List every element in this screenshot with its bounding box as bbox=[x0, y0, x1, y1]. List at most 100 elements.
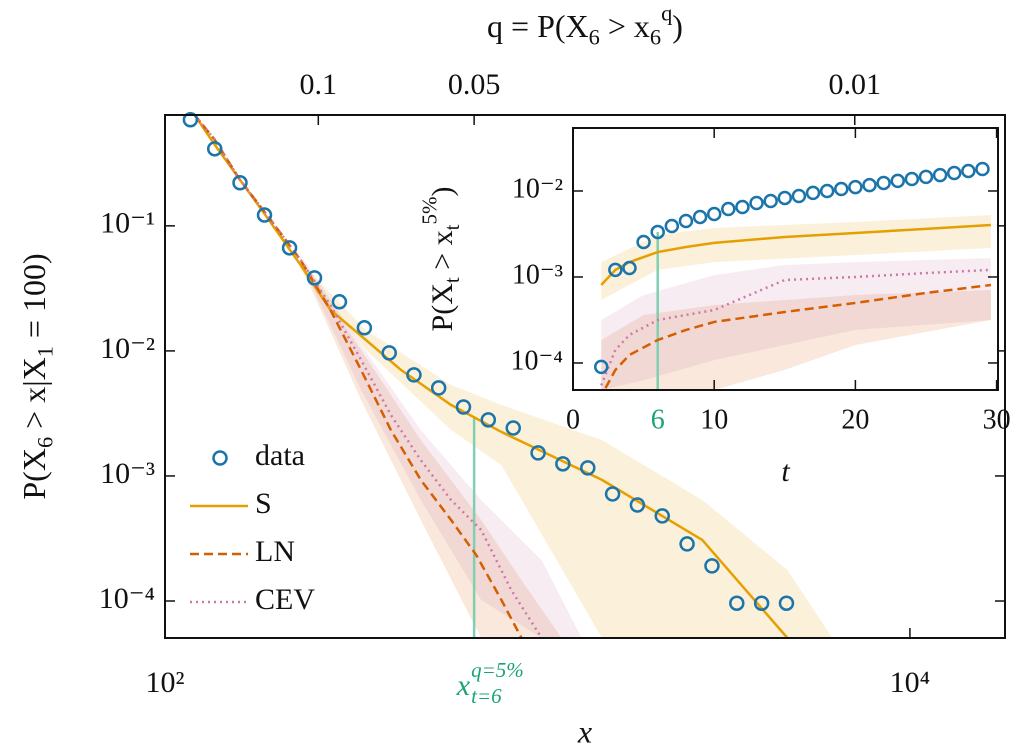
data-point bbox=[862, 177, 877, 193]
data-point bbox=[555, 456, 571, 472]
y-axis-label: P(X6 > x|X1 = 100) bbox=[16, 253, 57, 499]
data-point bbox=[918, 169, 934, 185]
x-tick-label: 10 bbox=[700, 404, 728, 435]
y-axis-label-part: = 100) bbox=[16, 253, 52, 346]
data-point bbox=[975, 161, 990, 177]
y-axis-label-part: P(X bbox=[16, 448, 52, 500]
top-axis-label-part: ) bbox=[672, 8, 683, 44]
data-point bbox=[692, 209, 708, 225]
x-axis-label: t bbox=[781, 455, 790, 488]
annotation-sub: t=6 bbox=[471, 684, 502, 708]
y-axis-label-part: P(X bbox=[426, 283, 459, 332]
data-point bbox=[706, 206, 722, 222]
data-point bbox=[904, 171, 920, 187]
data-point bbox=[356, 320, 373, 336]
data-point bbox=[281, 240, 298, 256]
data-point bbox=[664, 218, 680, 234]
y-axis-label-part: > x bbox=[426, 230, 459, 277]
data-point bbox=[306, 270, 323, 286]
data-point bbox=[777, 190, 793, 206]
data-point bbox=[819, 183, 835, 199]
data-point bbox=[331, 294, 348, 310]
top-axis-label-part: q bbox=[661, 1, 672, 26]
annotation: x bbox=[456, 669, 471, 702]
data-point bbox=[749, 195, 764, 211]
y-axis-label-part: 6 bbox=[33, 437, 58, 448]
data-point bbox=[834, 181, 849, 197]
data-point bbox=[232, 175, 248, 191]
x-tick-label: 30 bbox=[983, 404, 1011, 435]
y-tick-label: 10⁻⁴ bbox=[510, 345, 563, 376]
y-tick-label: 10⁻³ bbox=[512, 259, 563, 290]
data-point bbox=[678, 213, 694, 229]
plot-frame bbox=[572, 127, 999, 391]
legend-label: data bbox=[255, 439, 305, 472]
data-point bbox=[932, 167, 948, 183]
legend-marker bbox=[212, 450, 228, 466]
data-point bbox=[848, 179, 863, 195]
top-axis-label-part: 6 bbox=[650, 25, 661, 50]
data-point bbox=[704, 558, 720, 574]
y-tick-label: 10⁻⁴ bbox=[99, 582, 155, 615]
x-tick-label: 10² bbox=[146, 666, 185, 699]
data-point bbox=[729, 595, 745, 611]
y-axis-label-part: > x|X bbox=[16, 357, 52, 437]
data-point bbox=[622, 260, 637, 276]
plot-area bbox=[600, 214, 992, 390]
y-tick-label: 10⁻³ bbox=[100, 457, 155, 490]
data-point bbox=[753, 595, 770, 611]
model-line bbox=[604, 283, 992, 389]
data-point bbox=[182, 112, 199, 128]
legend-label: LN bbox=[255, 535, 295, 568]
confidence-band bbox=[300, 254, 582, 638]
y-axis-label-part: t bbox=[440, 224, 464, 230]
confidence-band bbox=[300, 257, 562, 638]
data-point bbox=[530, 445, 546, 461]
data-point bbox=[805, 185, 821, 201]
data-point bbox=[876, 175, 891, 191]
top-tick-label: 0.05 bbox=[448, 68, 501, 101]
data-point bbox=[381, 345, 397, 361]
legend-label: S bbox=[255, 487, 272, 520]
y-axis-label-part: t bbox=[440, 277, 464, 283]
model-line bbox=[600, 268, 992, 386]
data-point bbox=[604, 486, 621, 502]
data-point bbox=[654, 508, 671, 524]
confidence-band bbox=[601, 214, 991, 300]
data-point bbox=[650, 224, 665, 240]
data-point bbox=[763, 193, 778, 209]
plot-frame bbox=[164, 114, 1006, 639]
y-axis-label-part: ) bbox=[426, 187, 459, 197]
data-point bbox=[679, 536, 695, 552]
top-tick-label: 0.1 bbox=[300, 68, 338, 101]
data-point bbox=[593, 359, 609, 375]
data-point bbox=[721, 201, 736, 217]
data-point bbox=[206, 141, 223, 157]
data-point bbox=[256, 207, 273, 223]
y-axis-label-part: 1 bbox=[33, 346, 58, 357]
highlight-tick-label: 6 bbox=[651, 404, 665, 435]
y-tick-label: 10⁻² bbox=[512, 173, 563, 204]
y-tick-label: 10⁻² bbox=[100, 332, 155, 365]
model-line bbox=[600, 223, 992, 286]
data-point bbox=[778, 595, 795, 611]
top-axis-label: q = P(X6 > x6q) bbox=[487, 1, 683, 50]
data-point bbox=[505, 420, 522, 436]
data-point bbox=[791, 188, 807, 204]
y-axis-label-part: 5% bbox=[417, 197, 441, 225]
data-point bbox=[455, 399, 472, 415]
data-point bbox=[480, 412, 497, 428]
data-point bbox=[735, 199, 750, 215]
confidence-band bbox=[601, 289, 991, 390]
data-point bbox=[608, 262, 623, 278]
y-tick-label: 10⁻¹ bbox=[100, 207, 155, 240]
confidence-band bbox=[601, 258, 991, 390]
model-line bbox=[193, 115, 543, 638]
top-axis-label-part: 6 bbox=[589, 25, 600, 50]
top-axis-label-part: q = P(X bbox=[487, 8, 589, 44]
data-point bbox=[580, 460, 596, 476]
x-tick-label: 0 bbox=[566, 404, 580, 435]
data-point bbox=[430, 380, 447, 396]
data-point bbox=[890, 173, 906, 189]
